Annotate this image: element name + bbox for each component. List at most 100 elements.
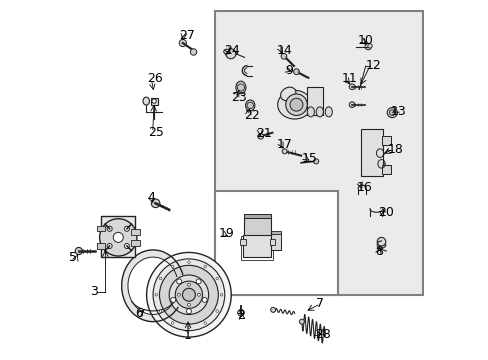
Text: 22: 22: [244, 109, 259, 122]
Bar: [381, 136, 390, 145]
Bar: [258, 231, 281, 234]
Text: 12: 12: [365, 59, 381, 72]
Circle shape: [151, 199, 160, 208]
Ellipse shape: [223, 49, 229, 54]
Circle shape: [364, 43, 371, 50]
Bar: [242, 235, 271, 257]
Circle shape: [225, 49, 235, 59]
Circle shape: [196, 279, 201, 284]
Circle shape: [386, 108, 396, 118]
Circle shape: [203, 265, 206, 268]
Circle shape: [175, 281, 202, 309]
Text: 13: 13: [390, 105, 406, 118]
Text: 25: 25: [148, 126, 164, 139]
Text: 10: 10: [357, 34, 372, 48]
Circle shape: [107, 226, 112, 231]
Polygon shape: [122, 250, 182, 321]
Circle shape: [299, 319, 304, 324]
Circle shape: [197, 293, 200, 296]
Text: 18: 18: [387, 143, 403, 156]
Bar: [97, 226, 105, 231]
Circle shape: [281, 53, 286, 59]
Text: 4: 4: [147, 192, 155, 204]
Circle shape: [179, 40, 186, 46]
Bar: [361, 129, 382, 176]
Circle shape: [155, 293, 157, 296]
Circle shape: [159, 277, 162, 280]
Circle shape: [159, 310, 162, 312]
Bar: [150, 98, 158, 105]
Text: 19: 19: [218, 227, 234, 240]
Circle shape: [220, 293, 223, 296]
Circle shape: [75, 247, 82, 255]
Circle shape: [182, 288, 195, 301]
Circle shape: [187, 326, 190, 329]
Circle shape: [293, 69, 299, 75]
Bar: [101, 216, 135, 257]
Circle shape: [124, 226, 129, 231]
Circle shape: [187, 283, 190, 286]
Text: 27: 27: [179, 29, 195, 42]
Text: 20: 20: [377, 207, 393, 220]
Text: 11: 11: [341, 72, 356, 85]
Circle shape: [348, 84, 354, 90]
Circle shape: [100, 219, 137, 256]
Circle shape: [176, 279, 182, 284]
Circle shape: [313, 159, 318, 164]
Ellipse shape: [306, 107, 314, 117]
Circle shape: [152, 99, 156, 103]
Circle shape: [186, 309, 191, 314]
Bar: [215, 191, 337, 295]
Text: 21: 21: [255, 127, 271, 140]
Circle shape: [348, 102, 354, 108]
Circle shape: [153, 259, 224, 330]
Ellipse shape: [235, 81, 245, 94]
Circle shape: [388, 110, 394, 116]
Circle shape: [187, 261, 190, 264]
Circle shape: [171, 265, 174, 268]
Ellipse shape: [280, 87, 295, 101]
Circle shape: [171, 322, 174, 324]
Bar: [244, 217, 271, 236]
Text: 23: 23: [230, 91, 246, 104]
Text: 3: 3: [89, 285, 97, 298]
Circle shape: [216, 277, 218, 280]
Bar: [269, 239, 274, 245]
Circle shape: [113, 232, 123, 242]
Circle shape: [190, 49, 196, 55]
Circle shape: [216, 310, 218, 312]
Text: 15: 15: [301, 152, 317, 165]
Bar: [244, 215, 271, 218]
Circle shape: [187, 303, 190, 306]
Circle shape: [203, 322, 206, 324]
Circle shape: [177, 293, 180, 296]
Ellipse shape: [316, 107, 323, 117]
Circle shape: [282, 149, 286, 154]
Bar: [306, 87, 323, 116]
Circle shape: [107, 243, 112, 248]
Text: 24: 24: [223, 44, 239, 57]
Circle shape: [159, 265, 218, 324]
Circle shape: [376, 237, 385, 246]
Circle shape: [170, 297, 175, 302]
Bar: [131, 240, 140, 246]
Bar: [258, 233, 281, 250]
Bar: [97, 243, 105, 249]
Circle shape: [257, 134, 263, 139]
Circle shape: [367, 44, 371, 48]
Circle shape: [237, 310, 244, 316]
Text: 17: 17: [276, 138, 292, 150]
Ellipse shape: [225, 50, 236, 57]
Text: 9: 9: [285, 64, 292, 77]
Text: 5: 5: [69, 251, 77, 264]
Text: 2: 2: [237, 309, 244, 322]
Text: 16: 16: [356, 181, 372, 194]
Ellipse shape: [245, 100, 254, 111]
Circle shape: [237, 84, 244, 91]
Circle shape: [124, 243, 129, 248]
Bar: [215, 11, 422, 295]
Text: 28: 28: [315, 328, 331, 341]
Bar: [241, 236, 273, 260]
Text: 7: 7: [316, 297, 324, 310]
Circle shape: [202, 297, 207, 302]
